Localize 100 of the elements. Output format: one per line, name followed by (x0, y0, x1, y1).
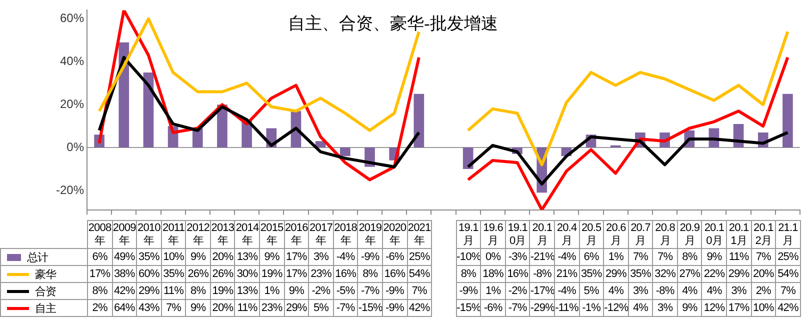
data-label: 35% (161, 266, 186, 282)
data-label: 38% (112, 266, 137, 282)
data-label: 42% (407, 300, 432, 316)
data-label: -2% (308, 282, 334, 300)
data-label: 30% (234, 266, 260, 282)
legend-label: 总计 (27, 252, 48, 264)
data-label: 29% (136, 282, 162, 300)
data-label: 12% (702, 300, 727, 316)
data-label: 7% (652, 248, 678, 266)
data-label: 49% (112, 248, 137, 266)
data-label: 42% (776, 300, 800, 316)
x-tick-label: 2011年 (161, 220, 186, 248)
data-label: 26% (186, 266, 210, 282)
data-label: 25% (407, 248, 432, 266)
data-label: 7% (751, 248, 776, 266)
data-label: 17% (88, 266, 112, 282)
data-label: 20% (210, 300, 235, 316)
x-tick-label: 2016年 (284, 220, 309, 248)
data-label: 25% (776, 248, 800, 266)
data-label: -6% (382, 248, 408, 266)
data-label: 35% (579, 266, 604, 282)
data-label: 27% (677, 266, 702, 282)
data-label: 7% (628, 248, 653, 266)
x-tick-label: 20.6月 (604, 220, 628, 248)
data-label: -5% (333, 282, 358, 300)
x-tick-label: 2021年 (407, 220, 432, 248)
x-tick-label: 2008年 (88, 220, 112, 248)
x-tick-label: 20.7月 (628, 220, 653, 248)
x-tick-label: 20.9月 (677, 220, 702, 248)
data-label: 16% (382, 266, 408, 282)
data-label: 9% (186, 248, 210, 266)
data-label: -9% (456, 282, 481, 300)
data-label: 4% (628, 300, 653, 316)
data-label: -7% (505, 300, 530, 316)
data-label: 1% (260, 282, 284, 300)
x-tick-label: 21.1月 (776, 220, 800, 248)
data-label: 13% (234, 248, 260, 266)
data-label: 2% (88, 300, 112, 316)
data-label: 7% (161, 300, 186, 316)
data-label: -8% (652, 282, 678, 300)
data-label: 16% (333, 266, 358, 282)
data-label: -7% (333, 300, 358, 316)
data-label: 18% (480, 266, 506, 282)
data-label: 4% (702, 282, 727, 300)
data-label: 8% (358, 266, 382, 282)
data-label: 7% (407, 282, 432, 300)
legend-label: 自主 (35, 302, 56, 314)
data-label: 19% (210, 282, 235, 300)
data-label: 54% (407, 266, 432, 282)
data-label: 10% (161, 248, 186, 266)
data-label: 17% (284, 248, 309, 266)
data-label: 4% (604, 282, 628, 300)
data-label: 64% (112, 300, 137, 316)
data-label: -2% (505, 282, 530, 300)
data-label: 3% (308, 248, 334, 266)
data-label: 3% (628, 282, 653, 300)
data-label: 2% (751, 282, 776, 300)
data-label: 9% (186, 300, 210, 316)
data-label: 17% (284, 266, 309, 282)
data-label: 13% (234, 282, 260, 300)
x-tick-label: 20.12月 (751, 220, 776, 248)
data-label: -4% (554, 248, 580, 266)
data-label: 23% (308, 266, 334, 282)
bar (782, 94, 793, 148)
y-tick-label: -20% (56, 182, 84, 197)
data-label: 4% (677, 282, 702, 300)
data-label: 20% (751, 266, 776, 282)
data-label: 32% (652, 266, 678, 282)
data-label: -9% (382, 282, 408, 300)
data-label: -9% (382, 300, 408, 316)
data-label: 23% (260, 300, 284, 316)
x-tick-label: 2014年 (234, 220, 260, 248)
bar (610, 145, 621, 148)
data-label: 29% (726, 266, 752, 282)
data-label: 11% (161, 282, 186, 300)
x-tick-label: 2018年 (333, 220, 358, 248)
data-label: 60% (136, 266, 162, 282)
data-label: -4% (554, 282, 580, 300)
data-label: 26% (210, 266, 235, 282)
x-tick-label: 19.10月 (505, 220, 530, 248)
data-label: 6% (88, 248, 112, 266)
data-label: 11% (234, 300, 260, 316)
y-tick-label: 60% (60, 11, 84, 26)
data-label: 54% (776, 266, 800, 282)
x-tick-label: 2009年 (112, 220, 137, 248)
bar (340, 148, 350, 156)
y-tick-label: 0% (66, 140, 84, 154)
x-tick-label: 20.11月 (726, 220, 752, 248)
x-tick-label: 2012年 (186, 220, 210, 248)
data-label: 8% (186, 282, 210, 300)
x-tick-label: 20.8月 (652, 220, 678, 248)
chart-title: 自主、合资、豪华-批发增速 (288, 14, 498, 33)
x-tick-label: 19.6月 (480, 220, 506, 248)
data-label: 29% (284, 300, 309, 316)
data-label: 29% (604, 266, 628, 282)
data-label: -3% (505, 248, 530, 266)
data-label: 3% (726, 282, 752, 300)
x-tick-label: 2015年 (260, 220, 284, 248)
data-label: 9% (702, 248, 727, 266)
y-tick-label: 40% (60, 54, 84, 68)
